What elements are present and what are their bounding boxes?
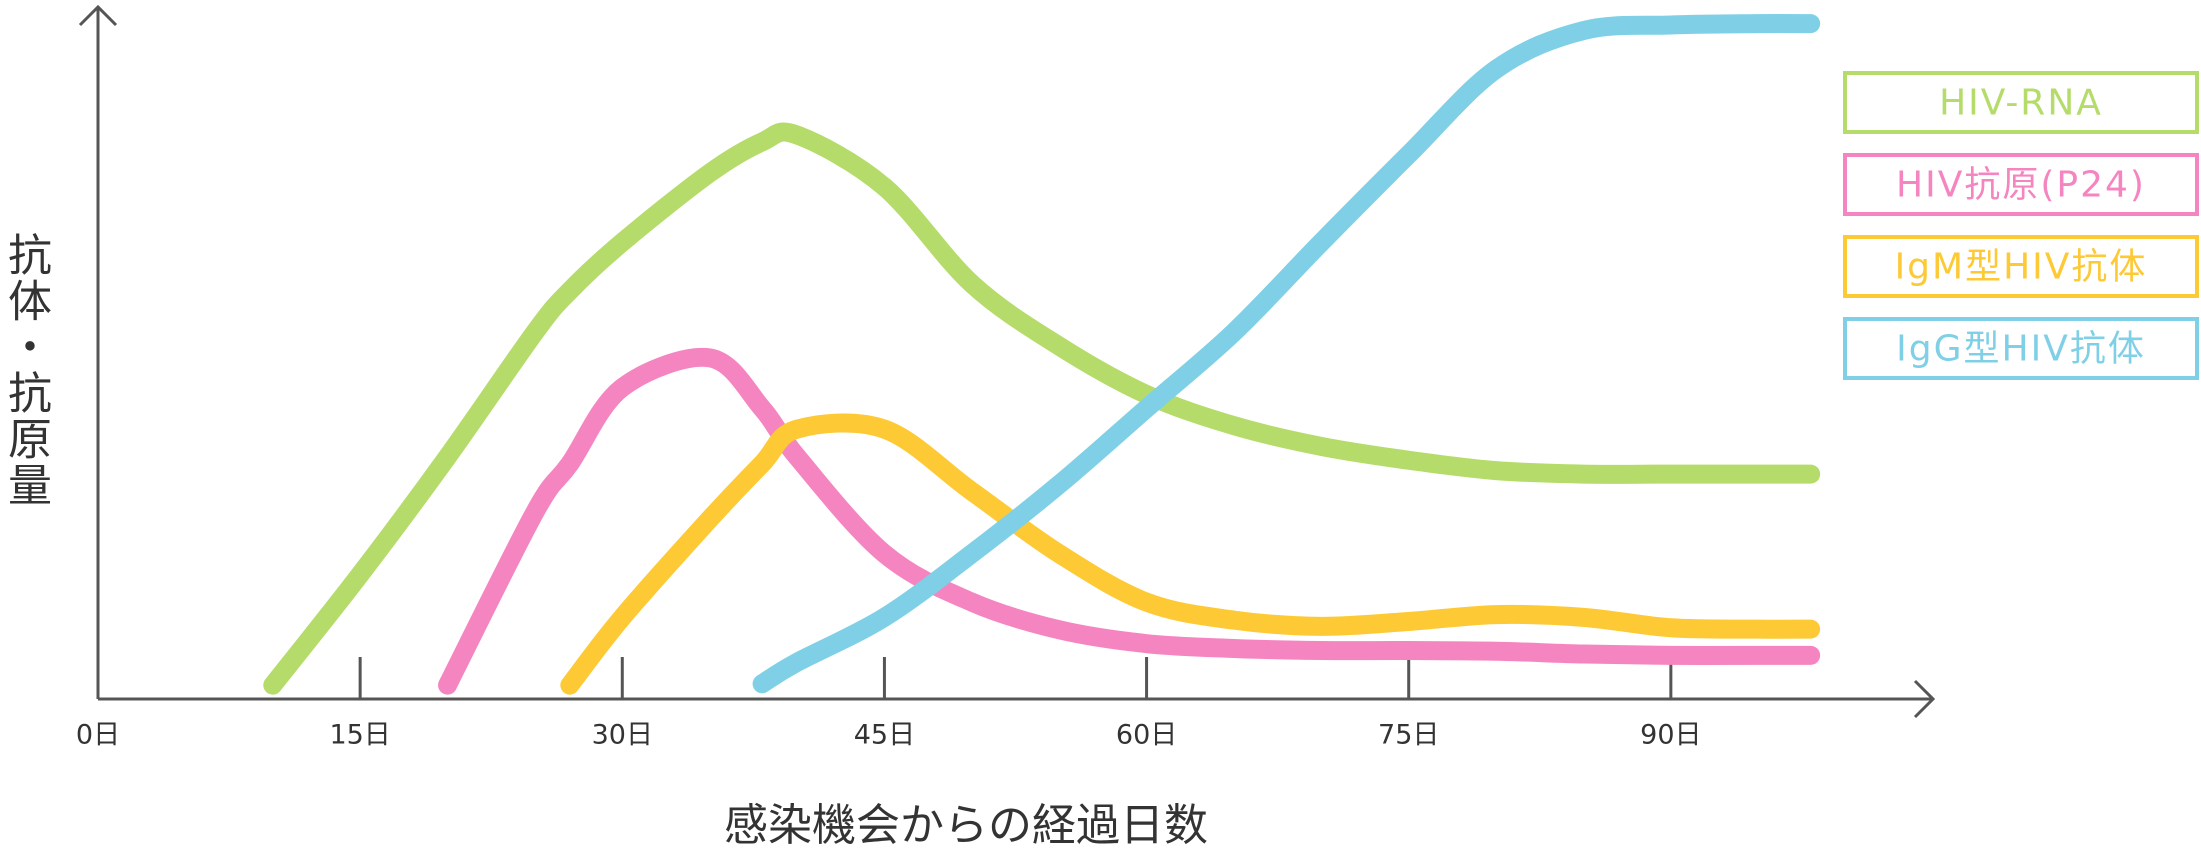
x-tick-label: 0日 <box>76 720 120 751</box>
series-line <box>263 122 1821 695</box>
legend-label: IgM型HIV抗体 <box>1895 247 2148 288</box>
x-tick-label: 30日 <box>592 720 653 751</box>
x-axis-label: 感染機会からの経過日数 <box>724 800 1208 851</box>
x-tick-label: 60日 <box>1116 720 1177 751</box>
legend-label: HIV-RNA <box>1939 83 2103 124</box>
y-axis-label: 抗体・抗原量 <box>0 232 51 508</box>
x-tick-label: 15日 <box>329 720 390 751</box>
series-line <box>438 347 1821 695</box>
x-tick-label: 75日 <box>1378 720 1439 751</box>
x-axis-arrow <box>1913 679 1936 719</box>
legend-label: IgG型HIV抗体 <box>1896 329 2146 370</box>
legend-box <box>1843 153 2199 216</box>
legend-box <box>1843 235 2199 298</box>
x-tick-label: 45日 <box>854 720 915 751</box>
legend-label: HIV抗原(P24) <box>1896 165 2146 206</box>
x-tick-label: 90日 <box>1640 720 1701 751</box>
y-axis-arrow <box>78 4 118 27</box>
legend-box <box>1843 317 2199 380</box>
series-line <box>752 14 1821 694</box>
legend-box <box>1843 71 2199 134</box>
series-line <box>560 413 1821 695</box>
